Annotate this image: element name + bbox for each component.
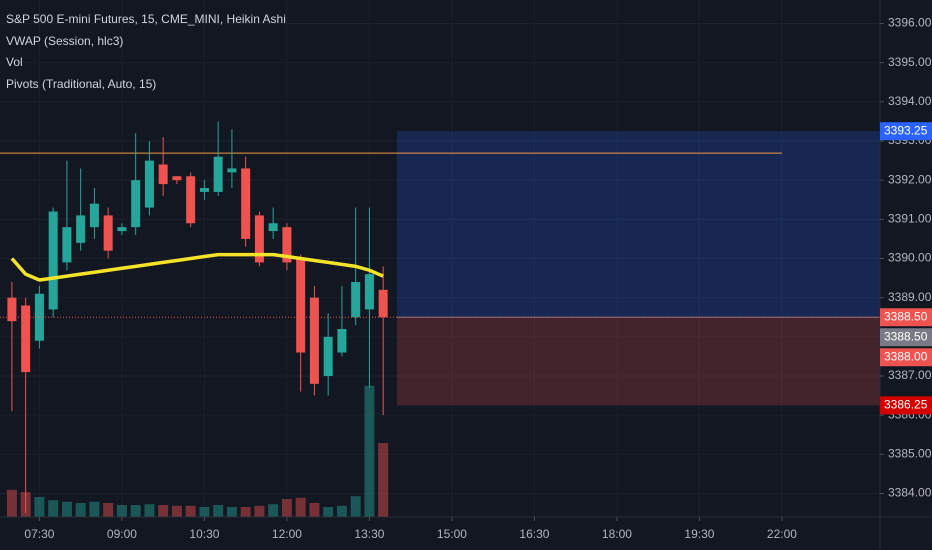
volume-bar xyxy=(116,505,127,517)
y-tick-label: 3387.00 xyxy=(888,368,932,382)
legend-volume: Vol xyxy=(6,55,23,69)
volume-bar xyxy=(171,505,182,517)
volume-bar xyxy=(213,505,224,517)
x-tick-label: 09:00 xyxy=(107,527,137,541)
candle-body xyxy=(186,176,196,224)
x-tick-label: 22:00 xyxy=(767,527,797,541)
volume-bar xyxy=(6,489,17,517)
candle-body xyxy=(282,227,292,263)
legend-pivots: Pivots (Traditional, Auto, 15) xyxy=(6,77,156,91)
overlay xyxy=(0,131,880,406)
y-tick-label: 3391.00 xyxy=(888,212,932,226)
y-tick-label: 3389.00 xyxy=(888,290,932,304)
price-label-box xyxy=(880,308,932,327)
candle-body xyxy=(89,203,99,228)
price-label: 3388.50 xyxy=(884,329,928,343)
candle-body xyxy=(227,168,237,173)
candle-body xyxy=(76,215,86,243)
volume-bar xyxy=(268,504,279,517)
marks xyxy=(0,121,880,517)
legend-vwap: VWAP (Session, hlc3) xyxy=(6,34,123,48)
price-label: 3388.50 xyxy=(884,309,928,323)
price-label-box xyxy=(880,328,932,347)
price-label-box xyxy=(880,348,932,367)
target-zone xyxy=(396,131,880,318)
vwap-line xyxy=(10,252,384,282)
volume-bar xyxy=(130,505,141,517)
volume-bar xyxy=(61,501,72,517)
price-label: 3393.25 xyxy=(884,123,928,137)
volume-bar xyxy=(48,500,59,517)
candle-body xyxy=(117,227,127,232)
x-tick-label: 15:00 xyxy=(437,527,467,541)
candle-body xyxy=(364,274,374,310)
candle-body xyxy=(7,297,17,322)
candle-body xyxy=(103,215,113,251)
candle-body xyxy=(337,329,347,353)
y-tick-label: 3394.00 xyxy=(888,94,932,108)
candle-body xyxy=(158,164,168,185)
candle-body xyxy=(378,289,388,318)
volume-bar xyxy=(226,507,237,517)
candle-body xyxy=(131,180,141,228)
price-label: 3388.00 xyxy=(884,349,928,363)
volume-bar xyxy=(281,499,292,517)
candle-body xyxy=(309,297,319,384)
price-label-box xyxy=(880,396,932,415)
x-tick-label: 19:30 xyxy=(684,527,714,541)
volume-bar xyxy=(254,505,265,517)
candle-body xyxy=(351,282,361,318)
x-tick-label: 13:30 xyxy=(354,527,384,541)
y-tick-label: 3384.00 xyxy=(888,486,932,500)
volume-bar xyxy=(309,503,320,517)
x-tick-label: 07:30 xyxy=(24,527,54,541)
candle-body xyxy=(172,176,182,181)
chart-title: S&P 500 E-mini Futures, 15, CME_MINI, He… xyxy=(6,12,286,26)
volume-bar xyxy=(185,505,196,517)
candle-body xyxy=(323,336,333,376)
candle-body xyxy=(268,223,278,232)
y-tick-label: 3392.00 xyxy=(888,172,932,186)
y-tick-label: 3390.00 xyxy=(888,251,932,265)
volume-bar xyxy=(75,503,86,517)
volume-bar xyxy=(364,385,375,517)
volume-bar xyxy=(350,496,361,517)
x-tick-label: 16:30 xyxy=(519,527,549,541)
volume-bar xyxy=(34,497,45,517)
candle-body xyxy=(241,168,251,239)
price-label-box xyxy=(880,122,932,141)
axes: 3384.003385.003386.003387.003388.003389.… xyxy=(24,16,932,541)
volume-bar xyxy=(89,501,100,517)
y-tick-label: 3396.00 xyxy=(888,16,932,30)
volume-bar xyxy=(199,507,210,517)
candle-body xyxy=(213,156,223,192)
volume-bar xyxy=(336,505,347,517)
x-tick-label: 12:00 xyxy=(272,527,302,541)
volume-bar xyxy=(378,443,389,517)
x-tick-label: 18:00 xyxy=(602,527,632,541)
stop-zone xyxy=(396,317,880,406)
candle-body xyxy=(62,227,72,263)
volume-bar xyxy=(144,504,155,517)
y-tick-label: 3395.00 xyxy=(888,55,932,69)
volume-bar xyxy=(103,503,114,517)
volume-bar xyxy=(295,497,306,517)
volume-bar xyxy=(158,505,169,517)
candle-body xyxy=(144,160,154,208)
price-label: 3386.25 xyxy=(884,398,928,412)
candle-body xyxy=(199,188,209,192)
candle-body xyxy=(21,305,31,373)
candle-body xyxy=(48,211,58,310)
candle-body xyxy=(254,215,264,263)
volume-bar xyxy=(323,507,334,517)
volume-bar xyxy=(240,507,251,517)
y-tick-label: 3385.00 xyxy=(888,447,932,461)
x-tick-label: 10:30 xyxy=(189,527,219,541)
candle-body xyxy=(296,258,306,353)
